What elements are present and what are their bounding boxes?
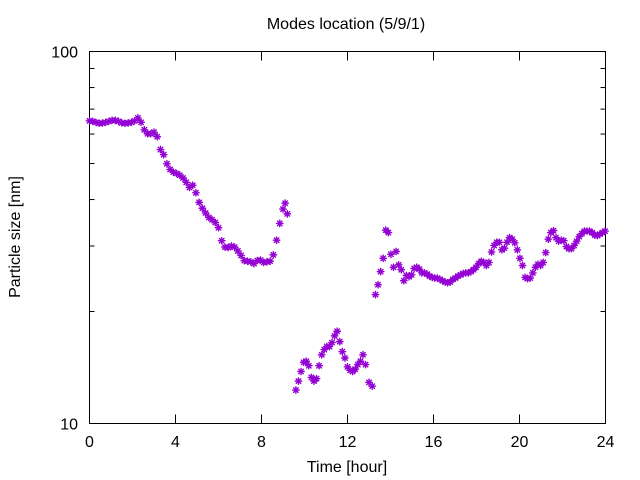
x-tick-label: 4 [171, 434, 180, 451]
data-point [394, 260, 403, 269]
x-tick-label: 0 [85, 434, 94, 451]
x-tick-label: 24 [597, 434, 615, 451]
data-point [528, 269, 537, 277]
y-axis: 10 100 [51, 45, 606, 434]
data-point [312, 374, 321, 383]
data-point [503, 238, 511, 247]
data-point [495, 238, 504, 247]
data-point [304, 361, 313, 370]
data-point [485, 258, 493, 267]
data-point [279, 205, 287, 214]
data-point [266, 257, 274, 266]
data-point [330, 331, 339, 340]
y-tick-label: 100 [51, 45, 78, 62]
data-point [188, 181, 197, 190]
data-point [376, 267, 385, 276]
data-point [315, 361, 324, 370]
data-point [198, 204, 207, 213]
data-point [359, 350, 367, 359]
data-point [387, 250, 395, 259]
data-point [415, 265, 424, 274]
data-point [392, 247, 400, 256]
data-point [302, 357, 311, 366]
data-points [85, 113, 609, 394]
data-point [513, 245, 522, 254]
data-point [361, 360, 370, 369]
data-point [182, 178, 191, 187]
data-point [325, 342, 334, 351]
data-point [294, 377, 303, 386]
data-point [214, 223, 223, 232]
data-point [281, 199, 290, 208]
data-point [211, 218, 220, 227]
data-point [516, 254, 524, 263]
data-point [150, 128, 158, 137]
data-point [217, 236, 226, 245]
data-point [338, 347, 347, 356]
y-axis-label: Particle size [nm] [7, 176, 24, 298]
data-point [389, 263, 398, 272]
data-point [399, 276, 408, 285]
data-point [159, 150, 168, 159]
data-point [541, 248, 550, 257]
x-tick-label: 8 [257, 434, 266, 451]
data-point [192, 188, 200, 197]
data-point [559, 236, 568, 245]
chart-title: Modes location (5/9/1) [267, 16, 425, 33]
data-point [526, 274, 535, 282]
data-point [518, 261, 527, 270]
data-point [341, 354, 349, 362]
data-point [371, 290, 380, 299]
data-point [162, 159, 171, 168]
data-point [272, 236, 281, 245]
data-point [201, 209, 210, 217]
data-point [379, 254, 388, 263]
x-axis-label: Time [hour] [307, 459, 387, 476]
data-point [356, 357, 365, 366]
data-point [333, 327, 342, 336]
x-tick-label: 20 [511, 434, 529, 451]
data-point [133, 113, 142, 122]
data-point [397, 265, 406, 274]
data-point [156, 145, 165, 154]
data-point [531, 263, 540, 272]
data-point [500, 244, 509, 253]
y-tick-label: 10 [60, 417, 78, 434]
data-point [601, 227, 609, 236]
data-point [549, 226, 558, 235]
data-point [510, 238, 519, 247]
data-point [153, 132, 162, 141]
data-point [137, 118, 146, 127]
data-point [317, 350, 326, 359]
data-point [384, 228, 393, 237]
data-point [275, 219, 284, 228]
data-point [237, 251, 245, 260]
data-point [544, 235, 553, 244]
data-point [487, 248, 496, 256]
data-point [283, 209, 292, 218]
data-point [185, 183, 194, 192]
data-point [195, 198, 204, 207]
data-point [374, 280, 382, 289]
data-point [328, 338, 336, 347]
data-point [297, 367, 305, 376]
data-point [335, 337, 344, 346]
data-point [92, 118, 100, 127]
data-point [472, 263, 480, 272]
data-point [179, 174, 187, 182]
x-tick-label: 16 [425, 434, 443, 451]
data-point [292, 386, 300, 394]
data-point [233, 247, 242, 255]
data-point [407, 270, 416, 279]
data-point [269, 250, 278, 259]
data-point [539, 258, 548, 267]
data-point [368, 382, 377, 391]
x-tick-label: 12 [339, 434, 357, 451]
x-axis: 0 4 8 12 16 20 24 [85, 51, 615, 451]
